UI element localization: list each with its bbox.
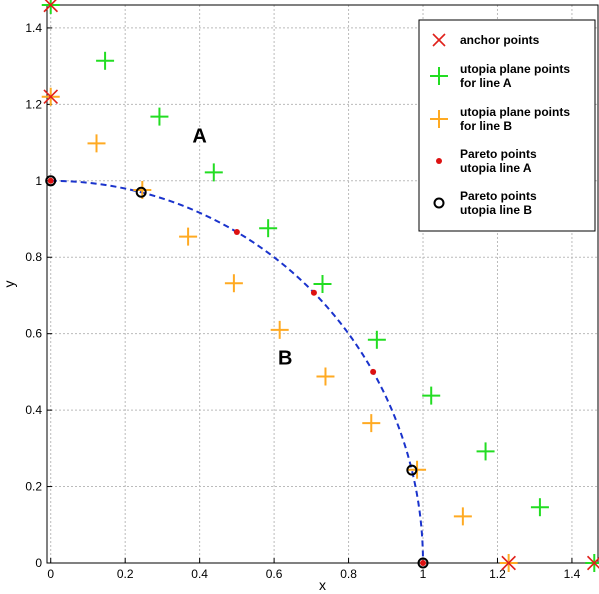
anchor-point [501, 555, 516, 571]
pareto-point-line-a [233, 229, 240, 236]
x-tick-label: 1 [420, 567, 427, 581]
utopia-point-line-b [316, 367, 335, 386]
legend-label: for line A [460, 76, 512, 90]
legend-label: utopia line A [460, 161, 532, 175]
utopia-point-line-a [422, 386, 441, 405]
pareto-curve [50, 179, 425, 564]
utopia-point-line-b [270, 320, 289, 339]
data-marks [41, 0, 599, 572]
anchor-point [43, 89, 59, 105]
pareto-point-line-a [310, 289, 317, 296]
legend-label: Pareto points [460, 147, 537, 161]
anchor-point [43, 0, 59, 13]
utopia-point-line-b [179, 227, 198, 246]
x-tick-label: 0 [47, 567, 54, 581]
y-axis-label: y [1, 281, 17, 288]
legend-label: Pareto points [460, 189, 537, 203]
utopia-point-line-b [224, 274, 243, 293]
utopia-point-line-b [362, 414, 381, 433]
y-tick-label: 0.6 [25, 327, 42, 341]
legend-label: utopia plane points [460, 105, 570, 119]
plot-frame [46, 4, 599, 564]
pareto-point-line-b [135, 186, 147, 198]
legend-marker [430, 110, 448, 128]
pareto-point-line-b [417, 557, 429, 569]
y-tick-label: 1.2 [25, 97, 42, 111]
y-tick-label: 1 [35, 174, 42, 188]
annotation-B: B [278, 347, 292, 369]
legend-marker [433, 197, 445, 209]
legend-label: for line B [460, 119, 512, 133]
x-stroke [501, 555, 516, 571]
legend-marker [430, 67, 448, 85]
legend-label: utopia line B [460, 203, 532, 217]
y-tick-label: 1.4 [25, 21, 42, 35]
x-tick-label: 1.2 [489, 567, 506, 581]
legend-marker [436, 158, 442, 164]
x-tick-label: 0.6 [266, 567, 283, 581]
x-stroke [43, 89, 59, 105]
utopia-point-line-a [313, 275, 332, 293]
x-tick-label: 0.2 [117, 567, 134, 581]
annotation-A: A [192, 126, 206, 148]
utopia-point-line-b [453, 507, 472, 526]
pareto-point-line-a [370, 368, 377, 375]
annotations: AB [192, 126, 292, 370]
utopia-point-line-a [476, 442, 495, 461]
utopia-point-line-a [96, 51, 115, 70]
y-tick-label: 0.2 [25, 480, 42, 494]
legend-box [418, 19, 596, 232]
legend-label: anchor points [460, 33, 540, 47]
x-stroke [43, 0, 57, 13]
x-stroke [432, 33, 446, 47]
utopia-point-line-b [87, 134, 106, 153]
utopia-point-line-a [530, 498, 549, 517]
x-tick-label: 0.8 [340, 567, 357, 581]
pareto-point-line-a [47, 177, 54, 184]
pareto-point-line-b [406, 464, 418, 476]
ticks: 0 0.2 0.4 0.6 0.8 1 1.2 1.4 0 0.2 0.4 0.6 0.8 1 1.2 1.4 [25, 21, 580, 581]
pareto-point-line-b [45, 175, 57, 187]
y-tick-label: 0.8 [25, 250, 42, 264]
utopia-point-line-a [150, 107, 169, 126]
y-tick-label: 0.4 [25, 403, 42, 417]
x-axis-label: x [319, 577, 326, 593]
y-tick-label: 0 [35, 556, 42, 570]
x-tick-label: 1.4 [564, 567, 581, 581]
pareto-point-line-a [420, 560, 427, 566]
legend-marker [432, 33, 446, 47]
utopia-point-line-a [204, 163, 223, 182]
utopia-point-line-a [367, 330, 386, 349]
legend-label: utopia plane points [460, 62, 570, 76]
utopia-point-line-a [259, 219, 278, 238]
x-tick-label: 0.4 [191, 567, 208, 581]
